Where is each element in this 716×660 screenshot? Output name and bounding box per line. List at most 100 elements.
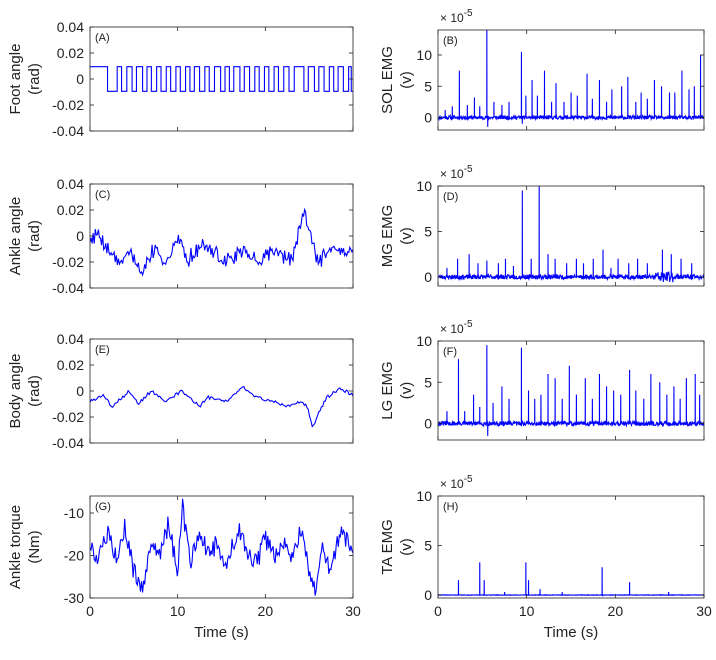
y-tick-label: -30 <box>64 590 84 606</box>
series-line-d <box>438 186 704 283</box>
y-axis-unit: (v) <box>398 538 415 556</box>
x-axis-label: Time (s) <box>194 624 248 641</box>
x-tick-label: 20 <box>258 603 274 619</box>
exponent-base: × 10 <box>440 167 464 181</box>
x-tick-label: 20 <box>608 603 624 619</box>
y-axis-label: Foot angle <box>7 44 24 115</box>
x-tick-label: 10 <box>170 603 186 619</box>
panel-a: 0.04 0.02 0 -0.02 -0.04 (A) Foot angle (rad) <box>7 19 354 139</box>
y-axis-unit: (rad) <box>26 220 43 252</box>
y-tick-label: -0.02 <box>52 409 84 425</box>
series-line-g <box>90 498 353 596</box>
axes-box <box>89 183 354 289</box>
x-tick-label: 0 <box>434 603 442 619</box>
y-axis-label: SOL EMG <box>379 46 396 114</box>
y-tick-label: 5 <box>424 78 432 94</box>
y-tick-label: 10 <box>416 47 432 63</box>
panel-label: (D) <box>443 191 458 203</box>
panel-label: (E) <box>95 344 110 356</box>
y-tick-label: 5 <box>424 374 432 390</box>
panel-label: (C) <box>95 189 110 201</box>
axis-exponent: × 10-5 <box>440 164 473 181</box>
axes-box <box>437 340 705 441</box>
x-tick-label: 30 <box>345 603 361 619</box>
y-tick-label: 0.02 <box>57 45 84 61</box>
y-tick-label: 10 <box>416 178 432 194</box>
y-tick-label: 10 <box>416 333 432 349</box>
series-line-a <box>90 66 353 92</box>
panel-label: (H) <box>443 501 458 513</box>
y-axis-unit: (v) <box>398 382 415 400</box>
y-tick-label: 0 <box>76 383 84 399</box>
panel-label: (G) <box>95 501 111 513</box>
y-tick-label: -10 <box>64 505 84 521</box>
x-axis-label: Time (s) <box>544 624 598 641</box>
y-axis-label: LG EMG <box>379 361 396 419</box>
y-tick-label: 0.04 <box>57 331 84 347</box>
panel-b: 10 5 0 (B) SOL EMG (v) × 10-5 <box>379 8 705 131</box>
panel-g: -10 -20 -300 10 20 30 Time (s) (G) Ankle torque(… <box>7 495 361 641</box>
y-tick-label: -0.02 <box>52 254 84 270</box>
exponent-base: × 10 <box>440 11 464 25</box>
y-tick-label: -20 <box>64 548 84 564</box>
panel-d: 10 5 0 (D) MG EMG (v) × 10-5 <box>379 164 705 287</box>
y-tick-label: -0.04 <box>52 435 84 451</box>
axes-box <box>437 185 705 287</box>
y-axis-unit: (v) <box>398 71 415 89</box>
exponent-power: -5 <box>464 474 473 485</box>
series-line-e <box>90 385 353 428</box>
axes-box <box>437 29 705 131</box>
panel-label: (A) <box>95 32 110 44</box>
y-axis-label: Ankle angle <box>7 197 24 275</box>
y-axis-label: Body angle <box>7 353 24 428</box>
exponent-power: -5 <box>464 8 473 19</box>
y-tick-label: -0.04 <box>52 280 84 296</box>
panel-e: 0.04 0.02 0 -0.02 -0.04 (E) Body angle (rad) <box>7 331 354 451</box>
y-tick-label: 0 <box>424 269 432 285</box>
axes-box <box>89 338 354 444</box>
y-tick-label: 0.04 <box>57 19 84 35</box>
y-axis-label: Ankle torque <box>7 505 24 589</box>
y-axis-label: MG EMG <box>379 205 396 268</box>
y-tick-label: 0 <box>424 587 432 603</box>
axes-box <box>437 495 705 599</box>
axis-exponent: × 10-5 <box>440 474 473 491</box>
series-line-b <box>438 30 704 127</box>
exponent-base: × 10 <box>440 477 464 491</box>
y-axis-unit: (rad) <box>26 375 43 407</box>
axes-box <box>89 26 354 132</box>
y-tick-label: -0.04 <box>52 123 84 139</box>
series-line-f <box>438 345 704 436</box>
y-tick-label: 0 <box>424 416 432 432</box>
y-tick-label: 0.04 <box>57 176 84 192</box>
y-tick-label: 10 <box>416 488 432 504</box>
y-tick-label: 0 <box>76 228 84 244</box>
exponent-power: -5 <box>464 164 473 175</box>
y-axis-unit: (rad) <box>26 63 43 95</box>
y-tick-label: 0.02 <box>57 357 84 373</box>
y-tick-label: 5 <box>424 538 432 554</box>
panel-c: 0.04 0.02 0 -0.02 -0.04 (C) Ankle angle (rad) <box>7 176 354 296</box>
y-tick-label: 0.02 <box>57 202 84 218</box>
exponent-base: × 10 <box>440 322 464 336</box>
y-axis-unit: (v) <box>398 227 415 245</box>
y-tick-label: 5 <box>424 223 432 239</box>
exponent-power: -5 <box>464 319 473 330</box>
axes-box <box>89 495 354 599</box>
x-tick-label: 0 <box>86 603 94 619</box>
series-line-h <box>438 562 704 597</box>
y-axis-unit: (Nm) <box>26 530 43 563</box>
axis-exponent: × 10-5 <box>440 8 473 25</box>
panel-f: 10 5 0 (F) LG EMG (v) × 10-5 <box>379 319 705 441</box>
panel-label: (B) <box>443 35 458 47</box>
y-tick-label: 0 <box>424 110 432 126</box>
y-axis-label: TA EMG <box>379 519 396 575</box>
y-tick-label: -0.02 <box>52 97 84 113</box>
x-tick-label: 10 <box>519 603 535 619</box>
axis-exponent: × 10-5 <box>440 319 473 336</box>
y-tick-label: 0 <box>76 71 84 87</box>
panel-h: 10 5 00 10 20 30 Time (s) (H) TA EMG (v) × 10-5 <box>379 474 712 641</box>
x-tick-label: 30 <box>696 603 712 619</box>
series-line-c <box>90 207 353 277</box>
